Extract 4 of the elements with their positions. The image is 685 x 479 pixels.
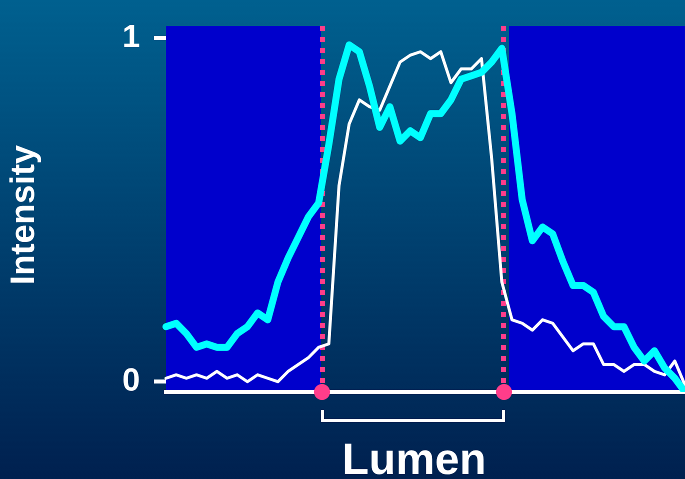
y-axis-title: Intensity bbox=[4, 145, 42, 285]
text: Lumen bbox=[342, 435, 486, 479]
y-tick-label: 1 bbox=[122, 18, 140, 54]
y-tick-label: 0 bbox=[122, 362, 140, 398]
